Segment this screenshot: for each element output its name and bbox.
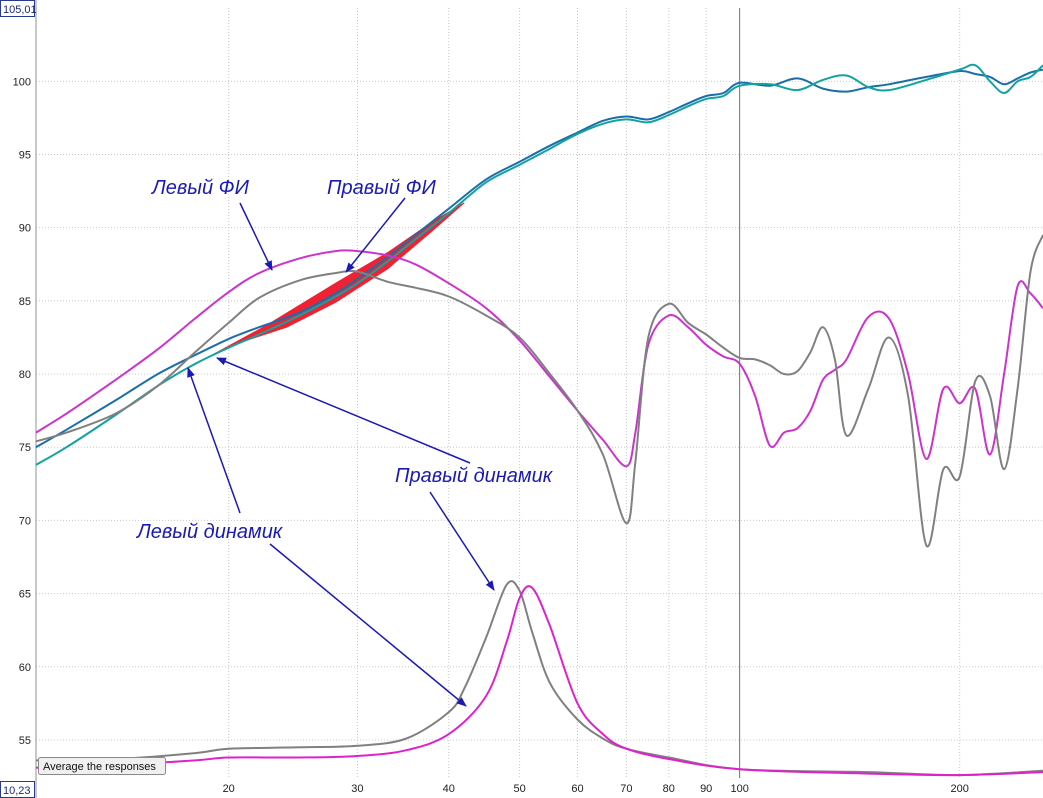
y-tick-label: 95	[19, 150, 31, 162]
arrow-right-speaker-to-response	[429, 491, 495, 591]
y-tick-labels: 55 60 65 70 75 80 85 90 95 100	[13, 76, 31, 747]
port-difference-region	[187, 202, 465, 369]
x-tick-label: 30	[351, 783, 363, 795]
average-responses-button[interactable]: Average the responses	[38, 757, 166, 775]
x-tick-label: 80	[663, 783, 675, 795]
y-tick-label: 90	[19, 223, 31, 235]
x-tick-label: 20	[223, 783, 235, 795]
y-tick-label: 70	[19, 515, 31, 527]
y-tick-label: 60	[19, 662, 31, 674]
fill-layer	[187, 202, 465, 369]
x-tick-label: 100	[730, 783, 748, 795]
x-tick-label: 40	[443, 783, 455, 795]
series-line-6	[35, 585, 1043, 777]
annotation-right-port: Правый ФИ	[327, 177, 436, 199]
y-tick-label: 100	[13, 76, 31, 88]
annotation-right-speaker: Правый динамик	[395, 465, 554, 487]
series-line-1	[35, 68, 1043, 449]
x-tick-label: 90	[700, 783, 712, 795]
y-tick-label: 65	[19, 589, 31, 601]
arrow-left-speaker-to-response	[269, 543, 467, 707]
arrow-right-speaker-to-port	[216, 357, 471, 464]
x-tick-labels: 20 30 40 50 60 70 80 90 100 200	[223, 783, 969, 795]
x-tick-label: 70	[620, 783, 632, 795]
annotation-arrows	[187, 197, 495, 707]
annotation-left-speaker: Левый динамик	[135, 521, 284, 543]
series-line-2	[35, 63, 1043, 466]
x-tick-label: 50	[513, 783, 525, 795]
y-tick-label: 55	[19, 735, 31, 747]
y-max-label: 105,01	[3, 4, 37, 16]
arrow-left-speaker-to-port	[187, 367, 241, 514]
series-layer	[35, 63, 1043, 777]
y-min-label: 10,23	[3, 785, 31, 797]
y-tick-label: 80	[19, 369, 31, 381]
average-responses-label: Average the responses	[43, 761, 156, 773]
series-line-4	[35, 234, 1043, 548]
y-tick-label: 75	[19, 442, 31, 454]
grid	[35, 0, 1043, 798]
series-line-3	[35, 249, 1043, 468]
x-tick-label: 200	[951, 783, 969, 795]
annotation-left-port: Левый ФИ	[150, 177, 250, 199]
x-tick-label: 60	[571, 783, 583, 795]
y-max-readout[interactable]: 105,01	[0, 0, 37, 17]
y-tick-label: 85	[19, 296, 31, 308]
arrow-left-port	[239, 202, 273, 271]
series-line-5	[35, 580, 1043, 777]
arrow-right-port	[345, 197, 406, 273]
y-min-readout[interactable]: 10,23	[0, 781, 35, 798]
